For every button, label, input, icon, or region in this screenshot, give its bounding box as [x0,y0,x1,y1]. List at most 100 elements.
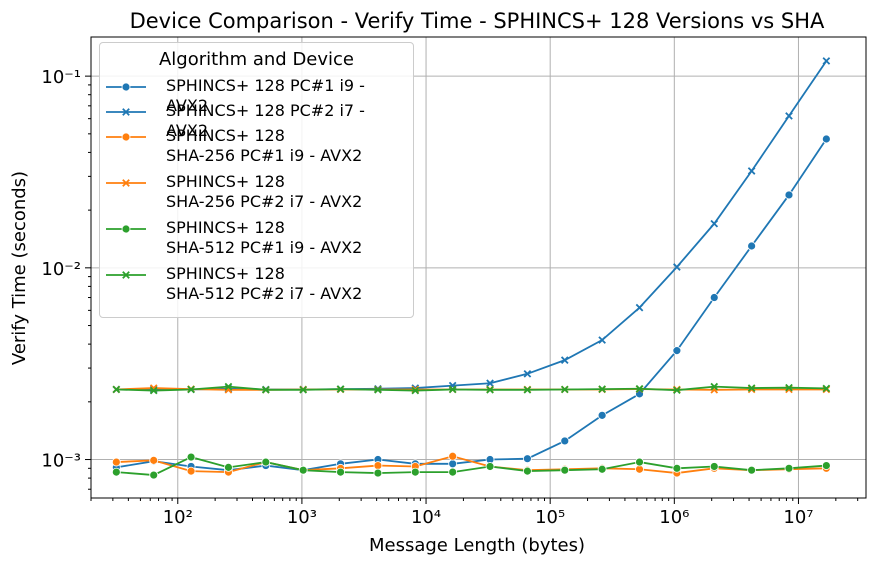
data-point [822,57,831,65]
data-point [673,386,681,395]
series-line [116,456,827,476]
data-point [785,383,793,392]
y-tick-label: 10⁻² [41,259,81,280]
data-point [635,457,644,467]
data-point [298,465,308,475]
data-point [448,459,458,469]
data-point [673,263,681,271]
legend-entry: SPHINCS+ 128 PC#1 i9 - AVX2 [106,76,411,116]
data-point [747,167,756,175]
x-tick-label: 10² [163,507,193,528]
data-point [560,465,570,475]
data-point [111,457,121,467]
data-point [410,467,420,477]
data-point [747,384,756,392]
data-point [261,385,270,394]
legend-swatch [106,271,146,279]
y-tick-label: 10⁻¹ [41,67,81,88]
data-point [784,190,794,200]
data-point [149,455,159,465]
data-point [560,356,569,364]
data-point [560,385,569,394]
series-line [116,455,827,474]
legend-swatch [106,132,146,142]
legend-swatch [106,82,146,92]
legend-label: SPHINCS+ 128 PC#1 i9 - AVX2 [166,76,365,115]
x-tick-label: 10⁶ [659,507,689,528]
data-point [187,385,195,394]
series-line [116,60,828,391]
legend-entry: SPHINCS+ 128 SHA-512 PC#2 i7 - AVX2 [106,264,411,304]
legend-entry: SPHINCS+ 128 PC#2 i7 - AVX2 [106,101,411,141]
data-point [785,112,793,120]
data-point [747,241,757,251]
data-point [523,454,532,464]
data-point [821,134,831,144]
data-point [448,467,458,477]
data-point [448,451,458,461]
data-point [523,385,532,394]
data-point [486,385,494,394]
chart-title: Device Comparison - Verify Time - SPHINC… [130,9,825,33]
legend: Algorithm and Device SPHINCS+ 128 PC#1 i… [99,42,414,318]
data-point [710,382,719,391]
series-6 [112,382,831,395]
legend-label: SPHINCS+ 128 SHA-512 PC#2 i7 - AVX2 [166,264,363,303]
data-point [149,470,159,480]
data-point [635,384,644,393]
x-tick-label: 10³ [287,507,317,528]
y-tick-label: 10⁻³ [41,451,81,472]
legend-swatch [106,179,146,187]
data-point [709,462,719,471]
legend-label: SPHINCS+ 128 SHA-256 PC#2 i7 - AVX2 [166,172,363,211]
data-point [598,336,606,344]
axis-ticks: 10² 10³ 10⁴ 10⁵ 10⁶ 10⁷ 10⁻³ 10⁻² 10⁻¹ [41,67,859,528]
data-point [149,386,158,395]
legend-label: SPHINCS+ 128 SHA-512 PC#1 i9 - AVX2 [166,218,363,257]
series-line [116,385,827,392]
data-point [597,410,607,420]
x-tick-label: 10⁴ [411,507,441,528]
x-axis-label: Message Length (bytes) [369,535,585,556]
data-point [299,385,308,394]
data-point [373,461,383,470]
data-point [224,382,233,391]
data-point [523,466,532,476]
data-point [523,369,532,378]
data-point [336,385,345,393]
data-point [672,463,682,473]
data-point [336,467,345,477]
data-point [374,385,382,394]
data-point [560,436,570,446]
data-point [448,385,457,394]
data-point [186,466,196,476]
data-point [598,385,606,393]
legend-marker [121,224,131,234]
data-point [597,464,607,474]
legend-label: SPHINCS+ 128 SHA-256 PC#1 i9 - AVX2 [166,126,363,165]
legend-marker [122,271,130,279]
data-point [822,384,831,393]
x-tick-label: 10⁵ [535,507,565,528]
data-point [224,462,233,472]
legend-entry: SPHINCS+ 128 SHA-512 PC#1 i9 - AVX2 [106,218,411,258]
legend-entry: SPHINCS+ 128 SHA-256 PC#2 i7 - AVX2 [106,172,411,212]
legend-marker [122,108,130,116]
data-point [747,465,757,475]
data-point [373,468,383,478]
data-point [186,452,196,462]
legend-label: SPHINCS+ 128 PC#2 i7 - AVX2 [166,101,365,140]
data-point [635,303,644,312]
legend-swatch [106,108,146,116]
legend-marker [121,132,131,142]
data-point [261,457,271,467]
series-5 [111,452,831,480]
data-point [710,219,719,228]
data-point [111,467,121,477]
y-axis-label: Verify Time (seconds) [9,171,30,365]
x-tick-label: 10⁷ [783,507,813,528]
data-point [709,293,719,302]
legend-marker [121,82,131,92]
data-point [112,385,121,394]
data-point [821,461,831,470]
